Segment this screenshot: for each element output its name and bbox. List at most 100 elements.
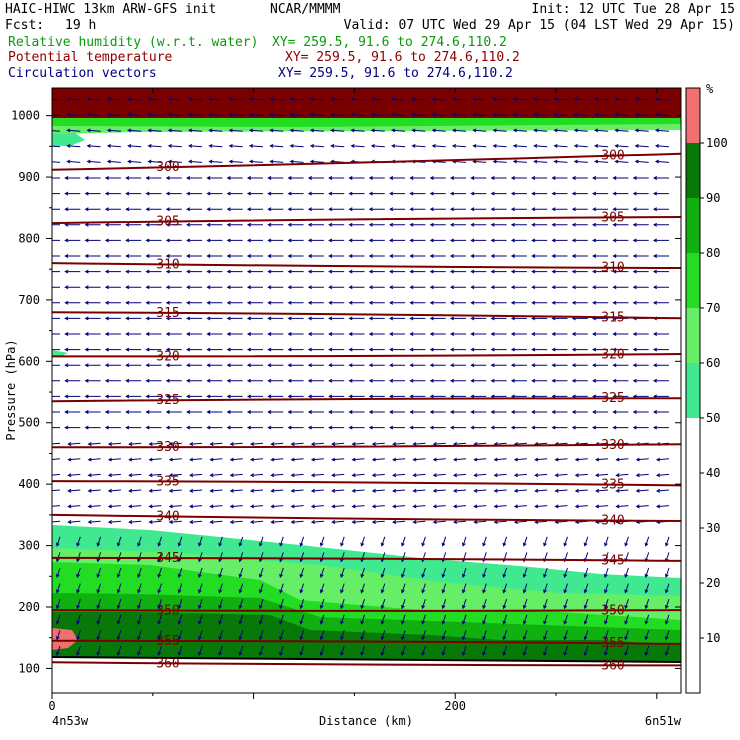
circulation-vector	[330, 128, 345, 133]
circulation-vector	[52, 458, 61, 460]
circulation-vector	[104, 347, 121, 352]
circulation-vector	[125, 269, 142, 274]
circulation-vector	[226, 191, 243, 196]
circulation-vector	[148, 441, 162, 446]
circulation-vector	[76, 567, 81, 578]
circulation-vector	[267, 222, 284, 227]
circulation-vector	[248, 144, 264, 148]
circulation-vector	[654, 112, 670, 117]
circulation-vector	[319, 536, 325, 547]
circulation-vector	[632, 176, 649, 180]
circulation-vector	[287, 176, 304, 180]
rh-patch-upper-left	[52, 133, 85, 146]
y-tick-label: 200	[18, 600, 40, 614]
circulation-vector	[604, 536, 609, 547]
circulation-vector	[493, 457, 507, 462]
circulation-vector	[490, 269, 507, 274]
circulation-vector	[452, 488, 467, 493]
circulation-vector	[64, 300, 81, 305]
circulation-vector	[389, 191, 406, 196]
circulation-vector	[655, 457, 670, 462]
field-name-rh: Relative humidity (w.r.t. water)	[8, 35, 258, 50]
circulation-vector	[198, 630, 203, 641]
circulation-vector	[104, 378, 121, 383]
colorbar-tick-label: 70	[706, 301, 720, 315]
circulation-vector	[449, 191, 466, 196]
terrain-line	[52, 656, 681, 663]
circulation-vector	[125, 378, 142, 383]
circulation-vector	[206, 394, 223, 399]
circulation-vector	[531, 207, 548, 212]
circulation-vector	[612, 300, 629, 305]
circulation-vector	[269, 159, 284, 164]
init-time: Init: 12 UTC Tue 28 Apr 15	[532, 2, 736, 17]
circulation-vector	[319, 567, 325, 578]
circulation-vector	[543, 567, 548, 578]
circulation-vector	[368, 238, 385, 243]
circulation-vector	[551, 254, 568, 258]
circulation-vector	[64, 425, 81, 430]
theta-contour	[52, 556, 681, 562]
circulation-vector	[482, 614, 487, 625]
circulation-vector	[634, 97, 649, 102]
circulation-vector	[64, 316, 81, 321]
circulation-vector	[632, 332, 649, 336]
circulation-vector	[655, 504, 670, 509]
circulation-vector	[392, 441, 406, 446]
circulation-vector	[157, 630, 162, 641]
circulation-vector	[429, 347, 446, 352]
circulation-vector	[573, 144, 588, 148]
circulation-vector	[258, 614, 264, 625]
theta-contour	[52, 353, 681, 358]
circulation-vector	[198, 599, 203, 610]
circulation-vector	[612, 332, 629, 336]
circulation-vector	[66, 144, 81, 148]
circulation-vector	[125, 238, 142, 243]
circulation-vector	[145, 222, 162, 227]
circulation-vector	[96, 552, 102, 563]
x-tick-label: 200	[444, 699, 466, 713]
circulation-vector	[563, 567, 568, 578]
circulation-vector	[493, 519, 507, 524]
y-axis: 100 200 300 400 500 600 700 800 900 1000	[11, 109, 681, 675]
circulation-vector	[299, 614, 305, 625]
circulation-vector	[492, 159, 507, 164]
circulation-vector	[595, 457, 609, 462]
circulation-vector	[309, 144, 324, 148]
circulation-vector	[604, 599, 609, 610]
circulation-vector	[76, 583, 81, 594]
circulation-vector	[331, 519, 345, 524]
circulation-vector	[206, 191, 223, 196]
circulation-vector	[76, 614, 81, 625]
circulation-vector	[209, 473, 223, 478]
circulation-vector	[360, 583, 365, 594]
circulation-vector	[612, 378, 629, 383]
circulation-vector	[267, 378, 284, 383]
circulation-vector	[389, 347, 406, 352]
circulation-vector	[165, 394, 182, 399]
circulation-vector	[299, 583, 305, 594]
circulation-vector	[571, 222, 588, 227]
circulation-vector	[289, 128, 304, 133]
circulation-vector	[96, 645, 102, 656]
circulation-vector	[615, 488, 629, 493]
field-xy-rh: XY= 259.5, 91.6 to 274.6,110.2	[272, 35, 507, 50]
circulation-vector	[267, 269, 284, 274]
circulation-vector	[55, 614, 61, 625]
circulation-vector	[412, 488, 426, 493]
colorbar-tick-label: 90	[706, 191, 720, 205]
circulation-vector	[279, 552, 284, 563]
circulation-vector	[482, 599, 487, 610]
circulation-vector	[328, 394, 345, 399]
circulation-vector	[551, 222, 568, 227]
circulation-vector	[64, 254, 81, 258]
circulation-vector	[125, 300, 142, 305]
theta-contour-label: 325	[156, 393, 179, 408]
circulation-vector	[615, 504, 629, 509]
colorbar-frame	[685, 87, 701, 694]
circulation-vector	[84, 378, 101, 383]
circulation-vector	[655, 473, 670, 478]
circulation-vector	[370, 112, 385, 117]
circulation-vector	[229, 504, 243, 509]
circulation-vector	[348, 207, 365, 212]
